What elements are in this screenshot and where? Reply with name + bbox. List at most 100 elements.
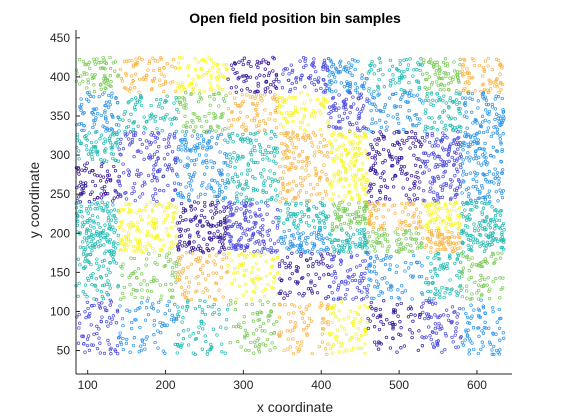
data-point (330, 133, 334, 137)
data-point (198, 220, 202, 224)
data-point (484, 108, 488, 112)
data-point (409, 232, 413, 236)
data-point (369, 255, 373, 260)
data-point (483, 151, 487, 155)
data-point (230, 178, 234, 182)
data-point (114, 261, 119, 265)
data-point (464, 218, 469, 222)
data-point (291, 328, 295, 332)
data-point (288, 181, 292, 185)
data-point (387, 244, 391, 249)
data-point (198, 92, 202, 96)
data-point (335, 334, 339, 339)
data-point (152, 333, 156, 337)
data-point (173, 156, 178, 160)
data-point (431, 200, 435, 204)
data-point (187, 242, 192, 246)
data-point (401, 127, 406, 132)
data-point (461, 158, 465, 162)
data-point (286, 347, 290, 351)
data-point (431, 175, 435, 180)
data-point (142, 279, 146, 283)
data-point (398, 320, 402, 324)
data-point (433, 156, 437, 160)
data-point (272, 286, 276, 291)
data-point (443, 71, 448, 75)
data-point (418, 225, 422, 229)
data-point (471, 185, 475, 189)
data-point (453, 174, 457, 178)
data-point (330, 320, 334, 325)
data-point (151, 246, 155, 251)
data-point (162, 74, 167, 78)
data-point (176, 272, 180, 277)
data-point (220, 350, 224, 354)
data-point (260, 234, 265, 238)
data-point (434, 69, 439, 73)
data-point (139, 248, 143, 253)
data-point (324, 215, 328, 219)
data-point (125, 125, 129, 130)
data-point (446, 82, 451, 86)
data-point (183, 164, 187, 168)
data-point (290, 142, 294, 146)
data-point (91, 125, 95, 130)
data-point (103, 109, 107, 113)
data-point (400, 75, 405, 79)
data-point (235, 174, 240, 179)
data-point (396, 288, 400, 292)
data-point (347, 61, 351, 65)
data-point (245, 172, 250, 176)
data-point (466, 132, 470, 136)
data-point (81, 240, 85, 244)
data-point (207, 295, 212, 299)
data-point (109, 84, 113, 89)
data-point (212, 97, 216, 101)
data-point (351, 140, 355, 144)
data-point (161, 221, 165, 225)
data-point (423, 316, 427, 321)
data-point (300, 316, 305, 320)
data-point (180, 129, 185, 134)
data-point (364, 149, 368, 153)
data-point (99, 158, 103, 162)
data-point (383, 276, 387, 280)
data-point (421, 310, 425, 315)
data-point (214, 210, 219, 215)
data-point (327, 140, 331, 144)
data-point (412, 211, 416, 215)
data-point (117, 123, 121, 127)
data-point (263, 108, 267, 112)
data-point (83, 257, 88, 261)
data-point (252, 160, 256, 165)
data-point (433, 211, 437, 215)
data-point (233, 172, 238, 176)
data-point (430, 182, 434, 186)
data-point (174, 280, 178, 284)
data-point (405, 138, 409, 143)
data-point (105, 204, 110, 209)
data-point (111, 254, 115, 259)
data-point (332, 250, 336, 254)
data-point (349, 336, 353, 340)
data-point (343, 194, 347, 198)
data-point (345, 116, 350, 120)
data-point (300, 149, 305, 154)
data-point (282, 238, 286, 242)
data-point (443, 83, 447, 88)
data-point (434, 331, 439, 335)
data-point (144, 247, 149, 252)
data-point (255, 339, 259, 343)
data-point (291, 131, 295, 135)
data-point (272, 322, 276, 326)
data-point (233, 165, 237, 170)
data-point (482, 228, 487, 232)
data-point (189, 262, 194, 266)
data-point (379, 175, 383, 180)
data-point (183, 145, 188, 149)
data-point (460, 286, 464, 290)
data-point (296, 212, 300, 216)
data-point (429, 186, 433, 190)
data-point (456, 312, 460, 316)
data-point (145, 146, 149, 150)
